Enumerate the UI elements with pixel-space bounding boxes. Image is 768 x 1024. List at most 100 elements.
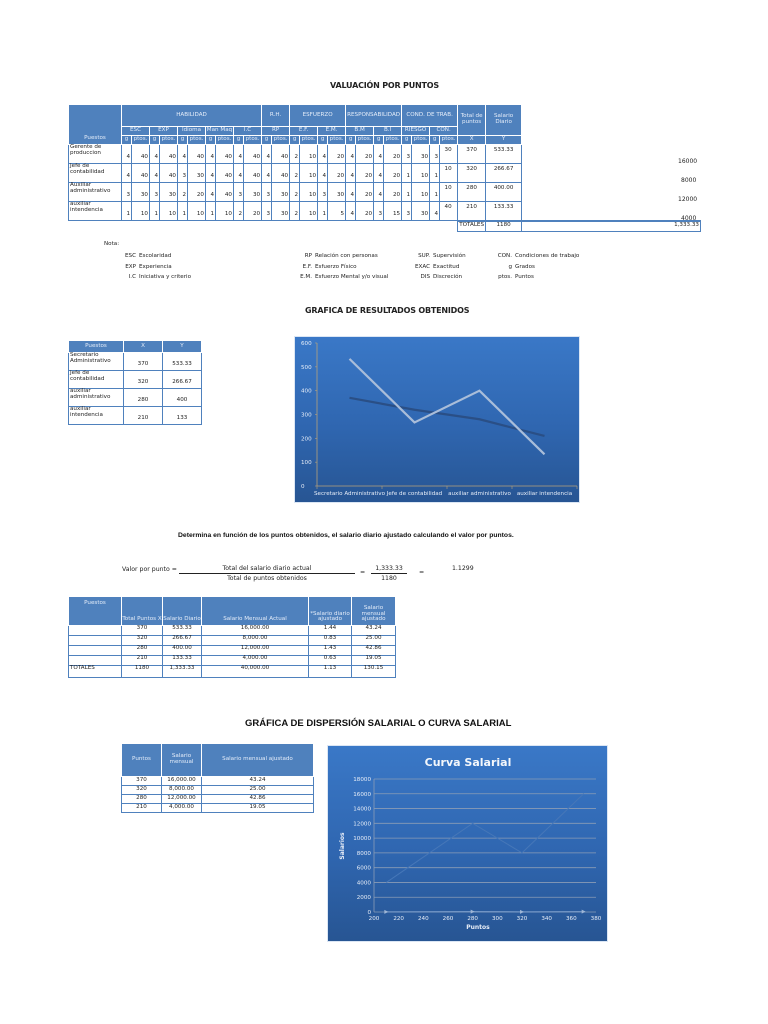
nota-entry: CON. Condiciones de trabajo xyxy=(494,253,580,264)
nota-col-4: CON. Condiciones de trabajo g Grados ptos. Pu… xyxy=(494,253,580,285)
nota-entry: g Grados xyxy=(494,264,579,275)
table-row: Jefe de contabilidad 4 40 4 40 3 30 4 40 4 40 4 40 2 1… xyxy=(68,163,701,183)
points-cell: 20 xyxy=(383,163,403,183)
results-line-chart: 0 100 200 300 400 500 600 Secretario Administr… xyxy=(294,336,580,503)
monthly-salary: 12,000.00 xyxy=(201,645,309,656)
factor-riesgo: RIESGO xyxy=(401,126,431,136)
points-cell: 20 xyxy=(242,201,263,221)
nota-col-2: RP Relación con personas E.F. Esfuerzo Físi… xyxy=(297,253,388,285)
points-cell: 30 xyxy=(271,201,291,221)
table-row: 320 266.67 8,000.00 0.83 25.00 xyxy=(68,635,396,646)
grade-cell: 4 xyxy=(177,144,188,164)
sub-ptos: ptos. xyxy=(159,135,178,145)
grade-cell: 3 xyxy=(401,201,413,221)
formula-numerator: Total del salario diario actual xyxy=(179,565,355,574)
factor-bi: B.I xyxy=(373,126,403,136)
nota-entry: EXAC Exactitud xyxy=(415,264,466,275)
nota-desc: Relación con personas xyxy=(315,253,378,259)
total-points: 370 xyxy=(457,144,487,164)
grade-cell: 3 xyxy=(261,201,273,221)
nota-entry: SUP. Supervisión xyxy=(415,253,466,264)
adjusted-monthly: 42.86 xyxy=(201,794,314,804)
sub-ptos: ptos. xyxy=(299,135,319,145)
x-category-label: auxiliar administrativo xyxy=(448,491,511,497)
puesto-cell xyxy=(68,645,122,656)
adjusted-daily: 1.13 xyxy=(308,665,352,678)
x-tick-label: 360 xyxy=(566,916,577,922)
nota-entry: E.F. Esfuerzo Físico xyxy=(297,264,388,275)
sub-g: g xyxy=(121,135,132,145)
y-tick-label: 600 xyxy=(301,341,312,347)
sub-ptos: ptos. xyxy=(327,135,347,145)
y-tick-label: 400 xyxy=(301,389,312,395)
grade-cell: 4 xyxy=(317,144,329,164)
table-row: 280 400.00 12,000.00 1.43 42.86 xyxy=(68,645,396,656)
points-cell: 210 xyxy=(121,803,162,813)
adjusted-monthly: 43.24 xyxy=(351,625,396,636)
points-cell: 20 xyxy=(327,163,347,183)
monthly-salary: 12,000.00 xyxy=(161,794,202,804)
points-cell: 10 xyxy=(439,182,459,202)
chart-title: Curva Salarial xyxy=(425,756,512,769)
adjusted-monthly: 25.00 xyxy=(351,635,396,646)
grade-cell: 1 xyxy=(429,182,441,202)
header-salario-mensual: Salario mensual xyxy=(161,743,202,777)
group-cond-trab: COND. DE TRAB. xyxy=(401,104,459,127)
sub-ptos: ptos. xyxy=(411,135,431,145)
y-tick-label: 500 xyxy=(301,365,312,371)
puesto-cell xyxy=(68,655,122,666)
y-tick-label: 100 xyxy=(301,460,312,466)
points-cell: 30 xyxy=(327,182,347,202)
grade-cell: 4 xyxy=(345,163,357,183)
points-cell: 10 xyxy=(187,201,206,221)
grade-cell: 3 xyxy=(317,182,329,202)
adjust-instruction: Determina en función de los puntos obten… xyxy=(178,532,514,539)
y-tick-label: 2000 xyxy=(357,895,372,901)
points-cell: 10 xyxy=(299,182,319,202)
nota-abbr: RP xyxy=(304,253,312,259)
sub-g: g xyxy=(429,135,441,145)
factor-ef: E.F. xyxy=(289,126,319,136)
puesto-cell xyxy=(68,625,122,636)
grade-cell: 3 xyxy=(121,182,132,202)
grade-cell: 3 xyxy=(233,182,244,202)
daily-salary: 400.00 xyxy=(162,645,202,656)
sub-g: g xyxy=(289,135,301,145)
puesto-name: auxiliar intendencia xyxy=(68,201,122,221)
table-row: auxiliar intendencia 210 133 xyxy=(68,406,202,425)
total-points: 320 xyxy=(457,163,487,183)
grade-cell: 4 xyxy=(149,163,160,183)
grade-cell: 2 xyxy=(289,182,301,202)
grade-cell: 2 xyxy=(289,201,301,221)
factor-con: CON. xyxy=(429,126,459,136)
factor-rp: RP xyxy=(261,126,291,136)
sub-ptos: ptos. xyxy=(355,135,375,145)
nota-desc: Experiencia xyxy=(139,263,172,270)
points-cell: 10 xyxy=(299,201,319,221)
monthly-salary: 16,000.00 xyxy=(161,776,202,786)
table-row: auxiliar administrativo 280 400 xyxy=(68,388,202,407)
total-points: 280 xyxy=(457,182,487,202)
adjusted-salary-table: Puestos Total Puntos X Salario Diario Sa… xyxy=(68,596,396,678)
puesto-name: Secretario Administrativo xyxy=(68,352,124,371)
monthly-salary: 8,000.00 xyxy=(161,785,202,795)
points-cell: 40 xyxy=(159,163,178,183)
x-tick-label: 320 xyxy=(517,916,528,922)
adjusted-monthly: 42.86 xyxy=(351,645,396,656)
header-total-puntos: Total de puntos xyxy=(457,104,487,136)
totales-label: TOTALES xyxy=(457,219,487,232)
points-cell: 10 xyxy=(411,182,431,202)
grade-cell: 1 xyxy=(121,201,132,221)
sub-ptos: ptos. xyxy=(242,135,263,145)
nota-abbr: DIS xyxy=(420,274,430,280)
points-cell: 40 xyxy=(271,144,291,164)
group-rh: R.H. xyxy=(261,104,291,127)
side-value: 8000 xyxy=(681,177,697,184)
points-cell: 30 xyxy=(187,163,206,183)
puesto-name: Auxiliar administrativo xyxy=(68,182,122,202)
y-value: 400 xyxy=(162,388,202,407)
points-cell: 40 xyxy=(187,144,206,164)
factor-bm: B.M xyxy=(345,126,375,136)
header-puestos: Puestos xyxy=(68,340,124,353)
header-total-puntos: Total Puntos X xyxy=(121,596,163,626)
